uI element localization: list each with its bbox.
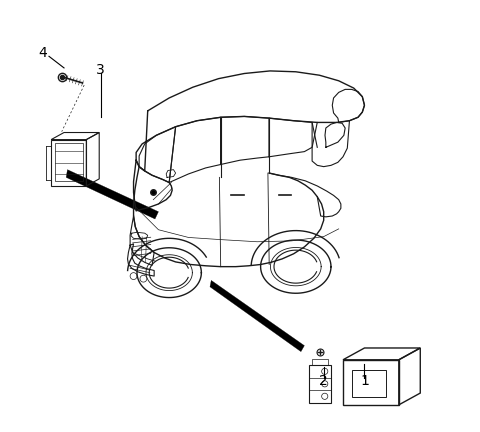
Text: 3: 3 <box>96 63 105 77</box>
Text: 1: 1 <box>360 374 369 388</box>
Polygon shape <box>66 170 158 219</box>
Polygon shape <box>210 280 304 352</box>
Text: 2: 2 <box>319 374 328 388</box>
Text: 4: 4 <box>38 46 47 60</box>
